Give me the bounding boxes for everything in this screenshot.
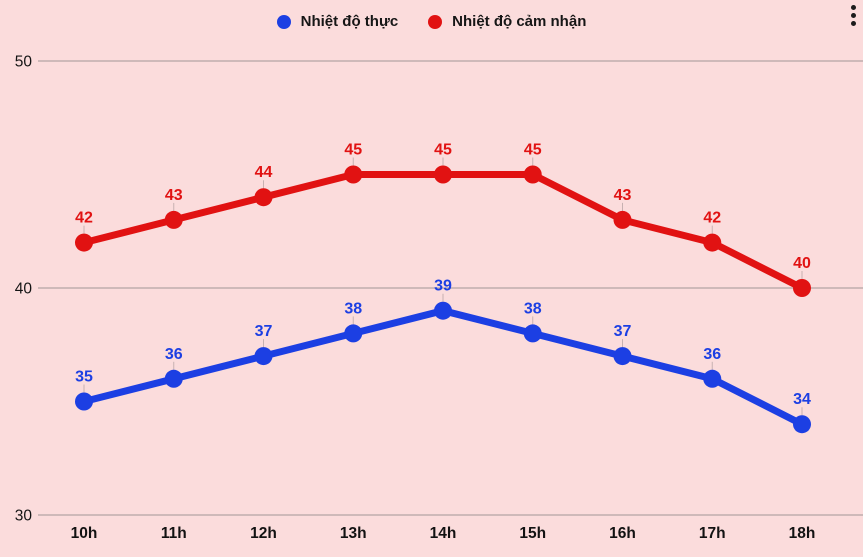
data-point[interactable]: [164, 210, 183, 229]
data-point[interactable]: [344, 324, 363, 343]
blue-dot-icon: [276, 14, 291, 29]
x-axis: 10h 11h 12h 13h 14h 15h 16h 17h 18h: [71, 525, 816, 542]
x-tick-label: 15h: [519, 525, 546, 542]
data-point[interactable]: [703, 233, 722, 252]
data-point[interactable]: [523, 165, 542, 184]
x-tick-label: 12h: [250, 525, 277, 542]
x-tick-label: 18h: [789, 525, 816, 542]
data-point[interactable]: [434, 301, 452, 320]
data-label: 38: [524, 300, 542, 317]
legend-label-feels-like-temp: Nhiệt độ cảm nhận: [452, 13, 587, 30]
series-1: 42 43 44 45 45 45 43 42 40: [75, 142, 811, 297]
y-axis: 50 40 30: [15, 54, 863, 525]
legend-item-feels-like-temp[interactable]: Nhiệt độ cảm nhận: [428, 13, 586, 30]
data-label: 36: [165, 346, 183, 363]
chart-legend: Nhiệt độ thực Nhiệt độ cảm nhận: [0, 13, 863, 30]
series-line: [80, 171, 806, 292]
legend-label-actual-temp: Nhiệt độ thực: [300, 13, 399, 30]
data-point[interactable]: [254, 188, 273, 207]
data-point[interactable]: [344, 165, 363, 184]
kebab-dot: [851, 13, 856, 18]
data-label: 43: [614, 187, 632, 204]
data-point[interactable]: [254, 347, 273, 366]
data-label: 45: [344, 142, 362, 159]
kebab-dot: [851, 5, 856, 10]
data-point[interactable]: [75, 392, 93, 411]
x-tick-label: 11h: [161, 525, 187, 542]
data-point[interactable]: [164, 369, 183, 388]
data-point[interactable]: [523, 324, 542, 343]
data-point[interactable]: [703, 369, 722, 388]
x-tick-label: 13h: [340, 525, 367, 542]
data-label: 34: [793, 391, 811, 408]
data-point[interactable]: [793, 279, 811, 297]
data-label: 38: [344, 300, 362, 317]
data-label: 45: [524, 142, 542, 159]
data-label: 42: [75, 210, 93, 227]
data-label: 36: [703, 346, 721, 363]
series-line: [80, 307, 806, 428]
data-label: 37: [614, 323, 632, 340]
data-point[interactable]: [613, 210, 632, 229]
kebab-menu-icon[interactable]: [849, 3, 858, 28]
data-point[interactable]: [75, 233, 93, 252]
y-tick-label: 30: [15, 508, 33, 525]
x-tick-label: 14h: [430, 525, 457, 542]
data-label: 42: [703, 210, 721, 227]
red-dot-icon: [428, 14, 443, 29]
legend-item-actual-temp[interactable]: Nhiệt độ thực: [276, 13, 399, 30]
data-label: 35: [75, 369, 93, 386]
data-label: 43: [165, 187, 183, 204]
data-label: 44: [255, 164, 273, 181]
y-tick-label: 50: [15, 54, 33, 71]
data-label: 40: [793, 255, 811, 272]
y-tick-label: 40: [15, 281, 33, 298]
x-tick-label: 17h: [699, 525, 726, 542]
data-label: 39: [434, 278, 452, 295]
data-point[interactable]: [434, 165, 452, 184]
series-0: 35 36 37 38 39 38 37 36 34: [75, 278, 811, 434]
x-tick-label: 10h: [71, 525, 98, 542]
x-tick-label: 16h: [609, 525, 636, 542]
data-label: 37: [255, 323, 273, 340]
data-point[interactable]: [613, 347, 632, 366]
data-point[interactable]: [793, 415, 811, 434]
kebab-dot: [851, 21, 856, 26]
data-label: 45: [434, 142, 452, 159]
